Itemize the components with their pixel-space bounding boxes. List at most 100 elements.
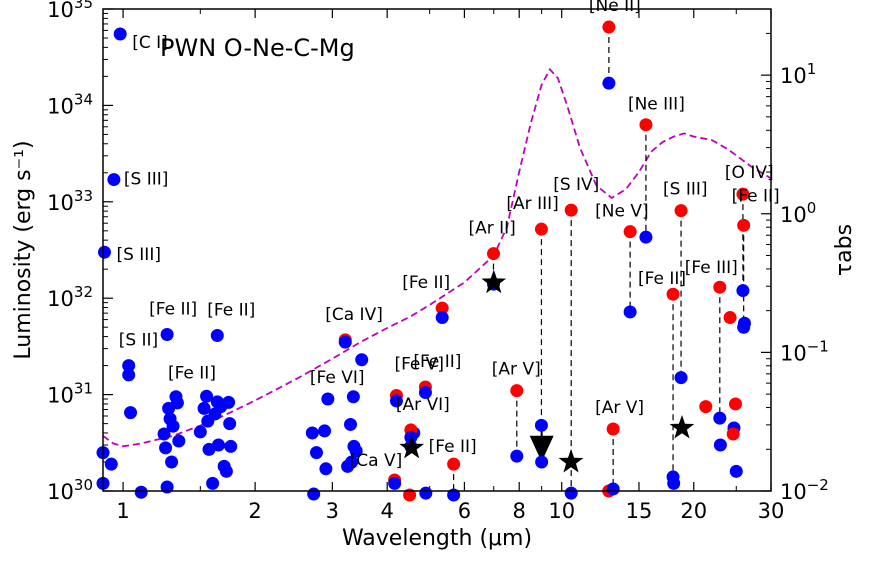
intrinsic-point (510, 384, 524, 398)
x-tick-label: 4 (380, 499, 393, 523)
intrinsic-point (723, 311, 737, 325)
line-label: [Ar III] (506, 194, 558, 214)
intrinsic-point (726, 427, 740, 441)
x-tick-label: 15 (626, 499, 653, 523)
absorbed-point (674, 371, 688, 385)
line-label: [O IV] (725, 163, 774, 183)
absorbed-point (224, 439, 238, 453)
line-label: [Fe VI] (310, 368, 365, 388)
line-label: [C I] (132, 33, 168, 53)
absorbed-point (157, 427, 171, 441)
x-tick-label: 8 (513, 499, 526, 523)
line-label: [Ar V] (492, 360, 541, 380)
absorbed-point (122, 368, 136, 382)
star-marker (399, 434, 425, 459)
intrinsic-point (713, 280, 727, 294)
absorbed-point (534, 418, 548, 432)
absorbed-point (319, 462, 333, 476)
y-tick-label: 1031 (47, 380, 93, 408)
axes-layer: 1 2 3 4 6 8 10 15 20 30 1030 1031 1032 1033 1034 1035 10… (47, 0, 829, 523)
absorbed-point (200, 389, 214, 403)
absorbed-point (107, 173, 121, 187)
absorbed-point (338, 335, 352, 349)
absorbed-point (134, 485, 148, 499)
intrinsic-point (602, 20, 616, 34)
chart-title: PWN O-Ne-C-Mg (160, 34, 355, 62)
line-label: [Ne II] (589, 0, 641, 16)
y-axis-label: Luminosity (erg s⁻¹) (11, 140, 36, 359)
x-tick-label: 10 (548, 499, 575, 523)
plot-frame (102, 8, 772, 492)
intrinsic-point (486, 247, 500, 261)
absorbed-point (160, 328, 174, 342)
line-label: [S II] (119, 331, 158, 351)
y2-tick-label: 100 (780, 199, 816, 227)
absorbed-point (345, 455, 359, 469)
absorbed-point (219, 464, 233, 478)
absorbed-point (606, 482, 620, 496)
line-label: [Fe II] (207, 301, 255, 321)
absorbed-point (172, 434, 186, 448)
absorbed-point (97, 245, 111, 259)
absorbed-point (564, 486, 578, 500)
absorbed-point (388, 476, 402, 490)
line-label: [Fe III] (685, 258, 738, 278)
absorbed-point (737, 320, 751, 334)
intrinsic-point (699, 400, 713, 414)
y2-tick-label: 10−2 (780, 476, 829, 504)
absorbed-point (197, 401, 211, 415)
x-tick-label: 2 (248, 499, 261, 523)
absorbed-point (713, 411, 727, 425)
data-points-layer (96, 20, 751, 502)
y-tick-label: 1035 (47, 0, 93, 22)
absorbed-point (223, 417, 237, 431)
line-label: [Ar II] (468, 219, 515, 239)
absorbed-point (122, 359, 136, 373)
absorbed-point (639, 230, 653, 244)
absorbed-point (344, 417, 358, 431)
intrinsic-point (674, 204, 688, 218)
absorbed-point (602, 76, 616, 90)
star-marker (558, 449, 584, 473)
absorbed-point (211, 438, 225, 452)
line-label: [S IV] (553, 175, 599, 195)
absorbed-point (206, 476, 220, 490)
y2-axis-label: τabs (832, 224, 857, 276)
intrinsic-point (435, 301, 449, 315)
absorbed-point (318, 424, 332, 438)
intrinsic-point (737, 218, 751, 232)
absorbed-point (166, 419, 180, 433)
absorbed-point (193, 425, 207, 439)
absorbed-point (666, 470, 680, 484)
absorbed-point (307, 487, 321, 501)
line-label: [Fe V] (394, 354, 444, 374)
x-tick-label: 6 (458, 499, 471, 523)
limit-arrow-head (529, 435, 554, 462)
line-label: [Fe II] (638, 269, 686, 289)
x-tick-label: 1 (116, 499, 129, 523)
absorbed-point (305, 426, 319, 440)
line-label: [S III] (116, 245, 161, 265)
y2-tick-label: 10−1 (780, 337, 829, 365)
absorbed-point (124, 406, 138, 420)
intrinsic-point (623, 225, 637, 239)
intrinsic-point (534, 222, 548, 236)
tau-curve-layer (102, 67, 772, 448)
intrinsic-point (729, 397, 743, 411)
line-label: [Fe II] (149, 300, 197, 320)
line-label: [S III] (124, 170, 169, 190)
x-axis-label: Wavelength (μm) (342, 526, 532, 551)
y-tick-label: 1030 (47, 476, 93, 504)
absorbed-point (165, 455, 179, 469)
y2-tick-label: 101 (780, 60, 816, 88)
absorbed-point (159, 441, 173, 455)
x-tick-label: 30 (758, 499, 785, 523)
absorbed-point (104, 457, 118, 471)
intrinsic-point (639, 118, 653, 132)
line-label: [Fe II] (429, 437, 477, 457)
line-label: [Ne V] (595, 202, 648, 222)
absorbed-point (419, 486, 433, 500)
intrinsic-point (606, 422, 620, 436)
